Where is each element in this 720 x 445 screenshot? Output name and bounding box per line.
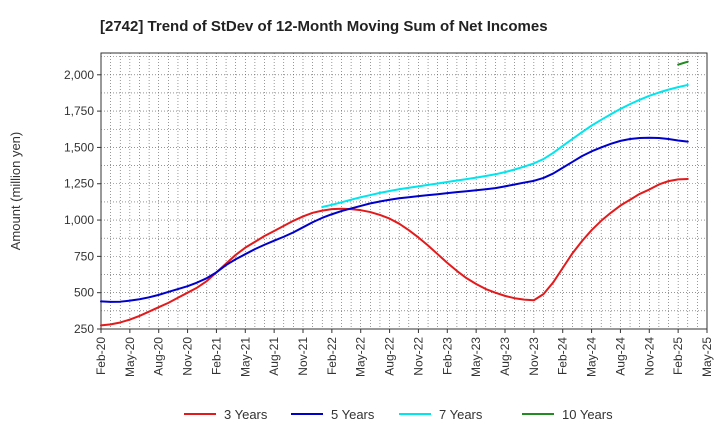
y-tick-label: 500	[74, 286, 94, 300]
x-tick-label: Feb-25	[671, 337, 685, 375]
y-tick-label: 1,750	[64, 104, 94, 118]
x-tick-label: Feb-21	[209, 337, 223, 375]
x-tick-label: May-22	[354, 337, 368, 377]
y-tick-label: 750	[74, 249, 94, 263]
series-lines	[100, 60, 689, 327]
legend-label-10-years: 10 Years	[562, 407, 613, 422]
legend-label-3-years: 3 Years	[224, 407, 268, 422]
x-tick-label: Nov-24	[642, 337, 656, 376]
y-tick-label: 2,000	[64, 68, 94, 82]
x-tick-label: Nov-21	[296, 337, 310, 376]
x-tick-label: Feb-22	[325, 337, 339, 375]
x-tick-label: Nov-23	[527, 337, 541, 376]
series-line-7-years	[321, 83, 689, 208]
x-tick-label: May-24	[585, 337, 599, 377]
x-tick-label: May-20	[123, 337, 137, 377]
legend-label-7-years: 7 Years	[439, 407, 483, 422]
gridlines	[101, 53, 707, 329]
axis-ticks: 250 500 750 1,000 1,250 1,500 1,750 2,000 Feb-20…	[64, 68, 714, 377]
y-tick-label: 1,500	[64, 140, 94, 154]
x-tick-label: Feb-24	[556, 337, 570, 375]
x-tick-label: Aug-22	[383, 337, 397, 376]
series-line-10-years	[677, 60, 689, 66]
series-line-5-years	[100, 136, 689, 303]
x-tick-label: Feb-23	[440, 337, 454, 375]
legend-label-5-years: 5 Years	[331, 407, 375, 422]
x-tick-label: Nov-22	[411, 337, 425, 376]
x-tick-label: May-25	[700, 337, 714, 377]
y-tick-label: 1,250	[64, 177, 94, 191]
x-tick-label: Aug-20	[152, 337, 166, 376]
plot-area	[100, 52, 708, 330]
x-tick-label: Nov-20	[181, 337, 195, 376]
series-line-3-years	[100, 177, 689, 327]
x-tick-label: May-23	[469, 337, 483, 377]
x-tick-label: Aug-24	[613, 337, 627, 376]
x-tick-label: May-21	[238, 337, 252, 377]
chart-title: [2742] Trend of StDev of 12-Month Moving…	[100, 18, 548, 35]
y-axis-label: Amount (million yen)	[8, 132, 23, 251]
x-tick-label: Feb-20	[94, 337, 108, 375]
y-tick-label: 1,000	[64, 213, 94, 227]
legend: 3 Years 5 Years 7 Years 10 Years	[184, 407, 613, 422]
x-tick-label: Aug-21	[267, 337, 281, 376]
y-tick-label: 250	[74, 322, 94, 336]
x-tick-label: Aug-23	[498, 337, 512, 376]
